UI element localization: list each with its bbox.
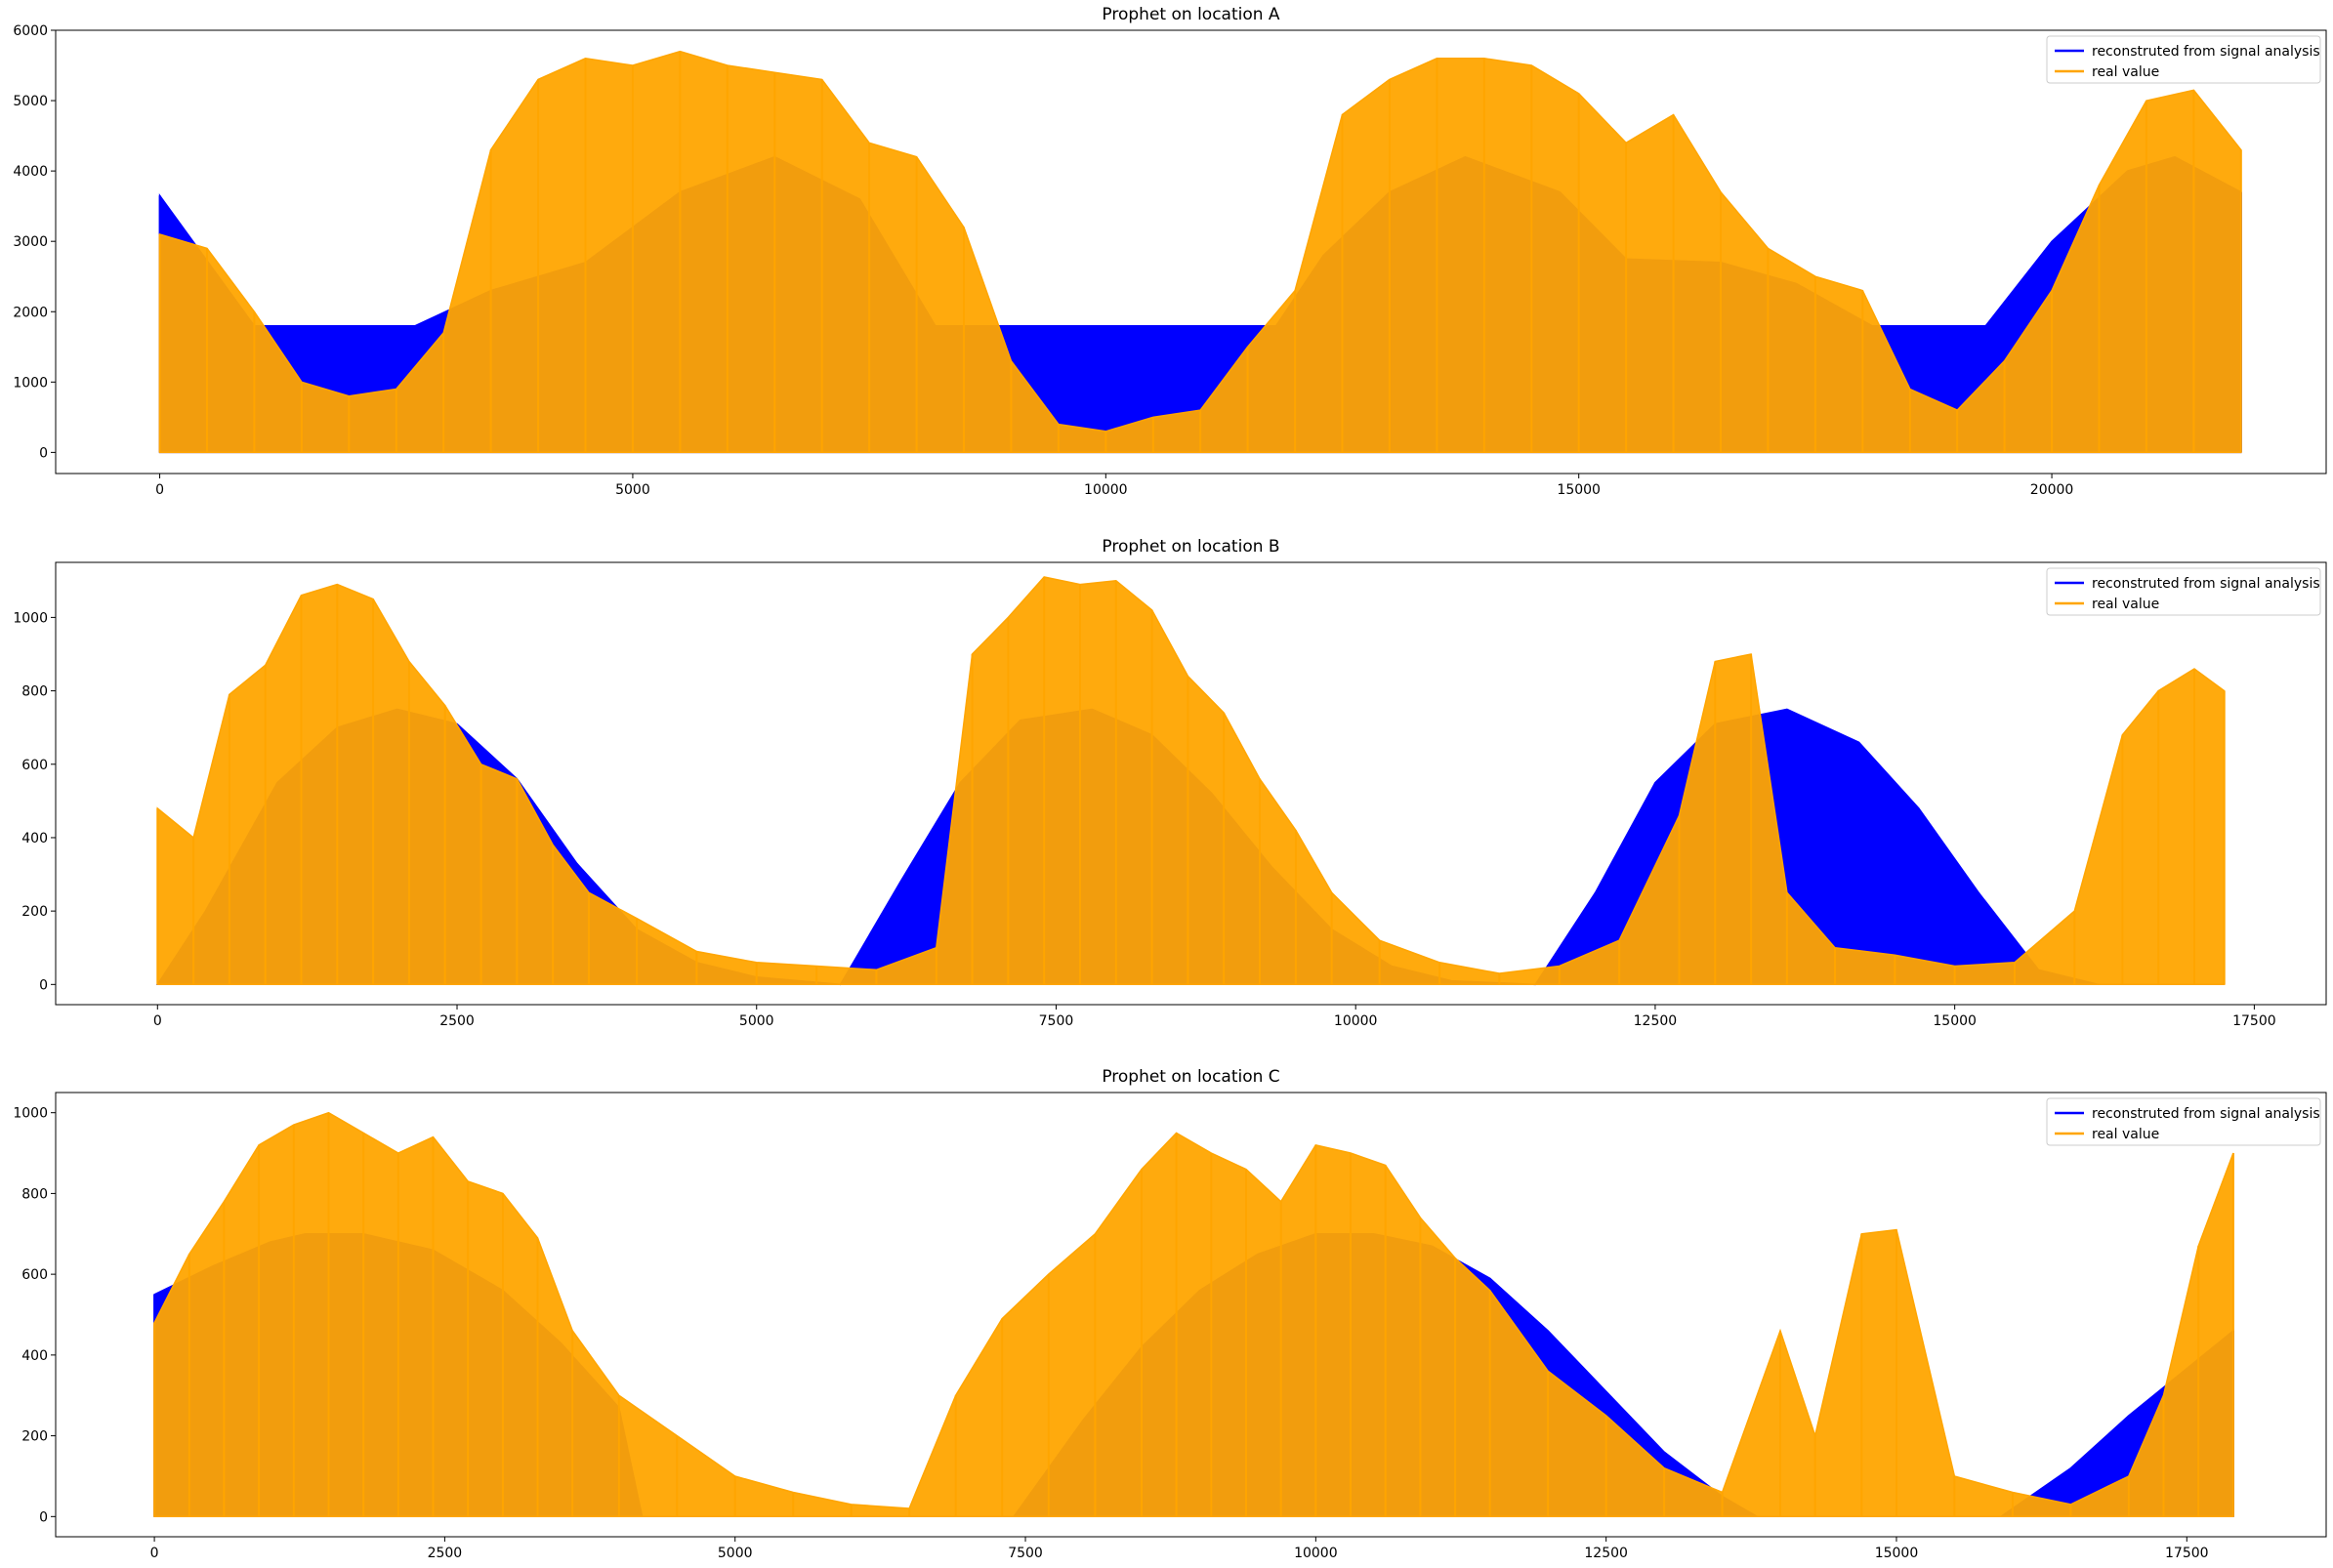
y-tick-label: 1000 (13, 610, 48, 626)
axes-frame (55, 29, 2327, 475)
x-tick-label: 0 (150, 1546, 159, 1561)
x-tick-label: 7500 (1039, 1013, 1074, 1029)
y-tick-label: 4000 (13, 164, 48, 180)
x-tick-label: 20000 (2030, 482, 2074, 498)
y-tick-label: 400 (21, 1348, 48, 1364)
x-tick-label: 12500 (1584, 1546, 1628, 1561)
legend-label-real-value: real value (2092, 1127, 2159, 1142)
y-tick-label: 3000 (13, 234, 48, 250)
chart-panel-3: Prophet on location C0 2500 5000 7500 10000 1… (13, 1067, 2327, 1561)
x-tick-label: 2500 (428, 1546, 463, 1561)
x-tick-label: 0 (155, 482, 164, 498)
x-tick-label: 2500 (439, 1013, 475, 1029)
legend-label-reconstructed: reconstruted from signal analysis (2092, 1106, 2320, 1122)
series-real-value-area (153, 1111, 2234, 1518)
y-tick-label: 0 (39, 977, 48, 993)
legend: reconstruted from signal analysis real va… (2046, 567, 2321, 616)
y-tick-label: 800 (21, 684, 48, 700)
x-tick-label: 17500 (2232, 1013, 2276, 1029)
y-tick-label: 600 (21, 758, 48, 773)
legend-box (2046, 35, 2321, 84)
y-tick-label: 800 (21, 1186, 48, 1202)
x-tick-label: 0 (153, 1013, 162, 1029)
x-tick-label: 7500 (1008, 1546, 1043, 1561)
x-tick-label: 12500 (1634, 1013, 1678, 1029)
x-tick-label: 15000 (1557, 482, 1601, 498)
chart-title: Prophet on location A (1102, 5, 1279, 24)
y-tick-label: 6000 (13, 23, 48, 39)
legend-label-reconstructed: reconstruted from signal analysis (2092, 576, 2320, 592)
y-tick-label: 0 (39, 445, 48, 461)
y-tick-label: 1000 (13, 1106, 48, 1122)
x-tick-label: 15000 (1875, 1546, 1919, 1561)
chart-title: Prophet on location C (1102, 1067, 1279, 1087)
y-tick-label: 600 (21, 1267, 48, 1283)
legend-label-real-value: real value (2092, 597, 2159, 612)
plot-area (158, 50, 2242, 454)
legend-box (2046, 567, 2321, 616)
legend-label-reconstructed: reconstruted from signal analysis (2092, 44, 2320, 60)
axes-frame (55, 561, 2327, 1006)
x-tick-label: 10000 (1294, 1546, 1338, 1561)
x-tick-label: 5000 (615, 482, 650, 498)
x-tick-label: 10000 (1084, 482, 1128, 498)
x-tick-label: 17500 (2165, 1546, 2209, 1561)
legend: reconstruted from signal analysis real va… (2046, 1097, 2321, 1146)
x-tick-label: 5000 (739, 1013, 774, 1029)
chart-panel-1: Prophet on location A0 5000 10000 15000 2000… (13, 5, 2327, 498)
legend-label-real-value: real value (2092, 64, 2159, 80)
x-tick-label: 10000 (1334, 1013, 1378, 1029)
plot-area (155, 576, 2226, 986)
x-tick-label: 5000 (718, 1546, 753, 1561)
x-tick-label: 15000 (1933, 1013, 1977, 1029)
legend-box (2046, 1097, 2321, 1146)
y-tick-label: 400 (21, 831, 48, 846)
legend: reconstruted from signal analysis real va… (2046, 35, 2321, 84)
y-tick-label: 1000 (13, 375, 48, 391)
axes-frame (55, 1092, 2327, 1538)
y-tick-label: 5000 (13, 94, 48, 109)
y-tick-label: 200 (21, 904, 48, 920)
y-tick-label: 0 (39, 1509, 48, 1525)
plot-area (153, 1111, 2234, 1518)
y-tick-label: 2000 (13, 305, 48, 320)
chart-panel-2: Prophet on location B0 2500 5000 7500 10000 1… (13, 537, 2327, 1029)
y-tick-label: 200 (21, 1429, 48, 1445)
chart-title: Prophet on location B (1102, 537, 1279, 557)
